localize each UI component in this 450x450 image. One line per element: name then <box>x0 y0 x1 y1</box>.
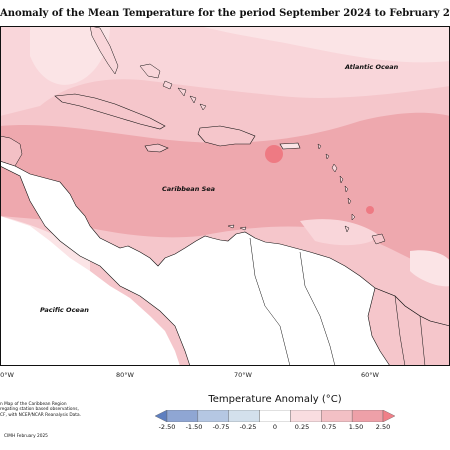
land-yucatan <box>0 135 23 167</box>
land-guianas-anomaly <box>367 287 450 366</box>
land-jamaica <box>144 143 169 153</box>
legend-title: Temperature Anomaly (°C) <box>208 394 342 405</box>
anomaly-patch-south <box>300 219 380 246</box>
warm-spot-puerto-rico <box>265 145 283 163</box>
anomaly-patch-east <box>410 250 450 287</box>
credit-line: CF, with NCEP/NCAR Reanalysis Data. <box>0 412 81 418</box>
colorbar-segment <box>321 410 353 422</box>
warm-spot-barbados <box>366 206 374 214</box>
colorbar-segment <box>382 410 395 422</box>
anomaly-patch-gulf <box>30 26 110 85</box>
land-puerto-rico <box>279 142 301 150</box>
land-cuba <box>54 93 166 130</box>
land-hispaniola <box>197 125 256 147</box>
colorbar-label: 2.50 <box>375 423 391 431</box>
credit-line: n Map of the Caribbean Region <box>0 402 67 407</box>
footer-text: CIMH February 2025 <box>4 434 48 439</box>
anomaly-band-central <box>0 112 450 276</box>
label-atlantic-ocean: Atlantic Ocean <box>344 63 399 71</box>
color-scale-bar <box>155 410 395 422</box>
temperature-anomaly-map: Atlantic Ocean Caribbean Sea Pacific Oce… <box>0 26 450 366</box>
colorbar-label: -1.50 <box>185 423 203 431</box>
longitude-axis: 80°W 80°W 70°W 60°W <box>0 367 450 381</box>
colorbar-segment <box>228 410 260 422</box>
colorbar-segment <box>351 410 384 422</box>
data-credit: n Map of the Caribbean Region regating s… <box>0 402 110 418</box>
pacific-neutral-region <box>0 216 180 366</box>
longitude-tick: 80°W <box>116 371 134 379</box>
colorbar-label: 1.50 <box>348 423 364 431</box>
colorbar-segment <box>155 410 168 422</box>
colorbar-segment <box>259 410 291 422</box>
colorbar-segment <box>197 410 229 422</box>
colorbar-label: -0.25 <box>239 423 257 431</box>
colorbar-label: 0.75 <box>321 423 337 431</box>
map-title: Anomaly of the Mean Temperature for the … <box>0 8 450 19</box>
land-abc-islands <box>227 224 247 231</box>
colorbar-segment <box>166 410 199 422</box>
land-lesser-antilles <box>317 143 356 233</box>
color-scale-labels: -2.50 -1.50 -0.75 -0.25 0 0.25 0.75 1.50 2.50 <box>155 423 395 433</box>
colorbar-label: -2.50 <box>158 423 176 431</box>
colorbar-segment <box>290 410 322 422</box>
colorbar-label: -0.75 <box>212 423 230 431</box>
land-central-south-america <box>0 160 450 366</box>
label-caribbean-sea: Caribbean Sea <box>162 185 215 193</box>
label-pacific-ocean: Pacific Ocean <box>40 306 89 314</box>
longitude-tick: 60°W <box>361 371 379 379</box>
land-florida <box>89 26 119 75</box>
country-borders <box>249 237 426 366</box>
land-bahamas <box>139 63 207 111</box>
land-trinidad <box>371 233 386 245</box>
credit-line: regating station based observations, <box>0 407 79 413</box>
longitude-tick: 70°W <box>234 371 252 379</box>
anomaly-band-northeast <box>200 26 450 63</box>
longitude-tick: 80°W <box>0 371 14 379</box>
colorbar-label: 0 <box>272 423 278 431</box>
colorbar-label: 0.25 <box>294 423 310 431</box>
